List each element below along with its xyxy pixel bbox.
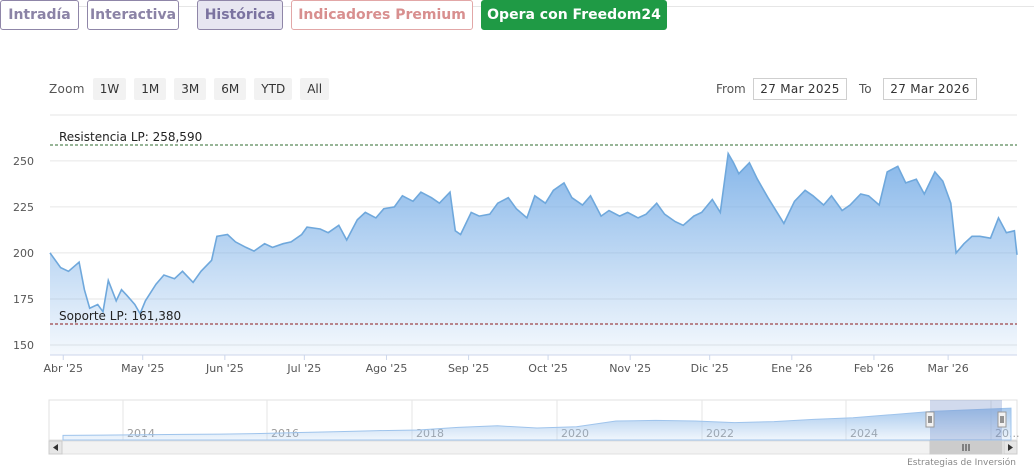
navigator-right-handle[interactable]: [997, 411, 1007, 428]
y-tick-label: 250: [13, 155, 34, 168]
x-tick-label: Feb '26: [854, 362, 894, 375]
x-tick-label: Abr '25: [43, 362, 83, 375]
y-tick-label: 175: [13, 293, 34, 306]
range-to-label: To: [859, 82, 872, 96]
price-area: [50, 153, 1017, 355]
chevron-left-icon: [53, 444, 58, 451]
x-tick-label: Jun '25: [205, 362, 244, 375]
range-from-label: From: [716, 82, 746, 96]
tab-opera-con-freedom24[interactable]: Opera con Freedom24: [481, 0, 667, 30]
zoom-1m-button[interactable]: 1M: [134, 78, 167, 100]
scrollbar-track[interactable]: [48, 440, 1018, 455]
tab-hist-rica[interactable]: Histórica: [197, 0, 283, 30]
x-tick-label: Nov '25: [609, 362, 651, 375]
x-tick-label: Mar '26: [927, 362, 968, 375]
x-tick-label: Oct '25: [528, 362, 568, 375]
zoom-1w-button[interactable]: 1W: [92, 78, 127, 100]
zoom-controls: Zoom 1W 1M 3M 6M YTD All: [49, 78, 337, 100]
y-tick-label: 225: [13, 201, 34, 214]
x-tick-label: Ago '25: [366, 362, 408, 375]
x-tick-label: Jul '25: [286, 362, 321, 375]
navigator-selection: [930, 400, 1002, 440]
credits-text: Estrategias de Inversión: [907, 457, 1016, 468]
range-from-input[interactable]: 27 Mar 2025: [753, 78, 847, 100]
support-label: Soporte LP: 161,380: [59, 309, 181, 323]
tab-indicadores-premium[interactable]: Indicadores Premium: [291, 0, 473, 30]
x-tick-label: Sep '25: [448, 362, 489, 375]
x-tick-label: May '25: [121, 362, 164, 375]
price-line: [49, 151, 1018, 316]
tab-interactiva[interactable]: Interactiva: [87, 0, 179, 30]
zoom-3m-button[interactable]: 3M: [174, 78, 207, 100]
navigator-left-handle[interactable]: [925, 411, 935, 428]
y-tick-label: 150: [13, 339, 34, 352]
resistance-label: Resistencia LP: 258,590: [59, 130, 202, 144]
zoom-ytd-button[interactable]: YTD: [254, 78, 293, 100]
zoom-all-button[interactable]: All: [300, 78, 330, 100]
x-tick-label: Ene '26: [771, 362, 812, 375]
chevron-right-icon: [1008, 444, 1013, 451]
range-to-input[interactable]: 27 Mar 2026: [883, 78, 977, 100]
zoom-6m-button[interactable]: 6M: [214, 78, 247, 100]
tab-intrad-a[interactable]: Intradía: [0, 0, 79, 30]
y-tick-label: 200: [13, 247, 34, 260]
zoom-label: Zoom: [49, 82, 85, 96]
x-tick-label: Dic '25: [691, 362, 729, 375]
navigator-area: [62, 407, 1012, 441]
